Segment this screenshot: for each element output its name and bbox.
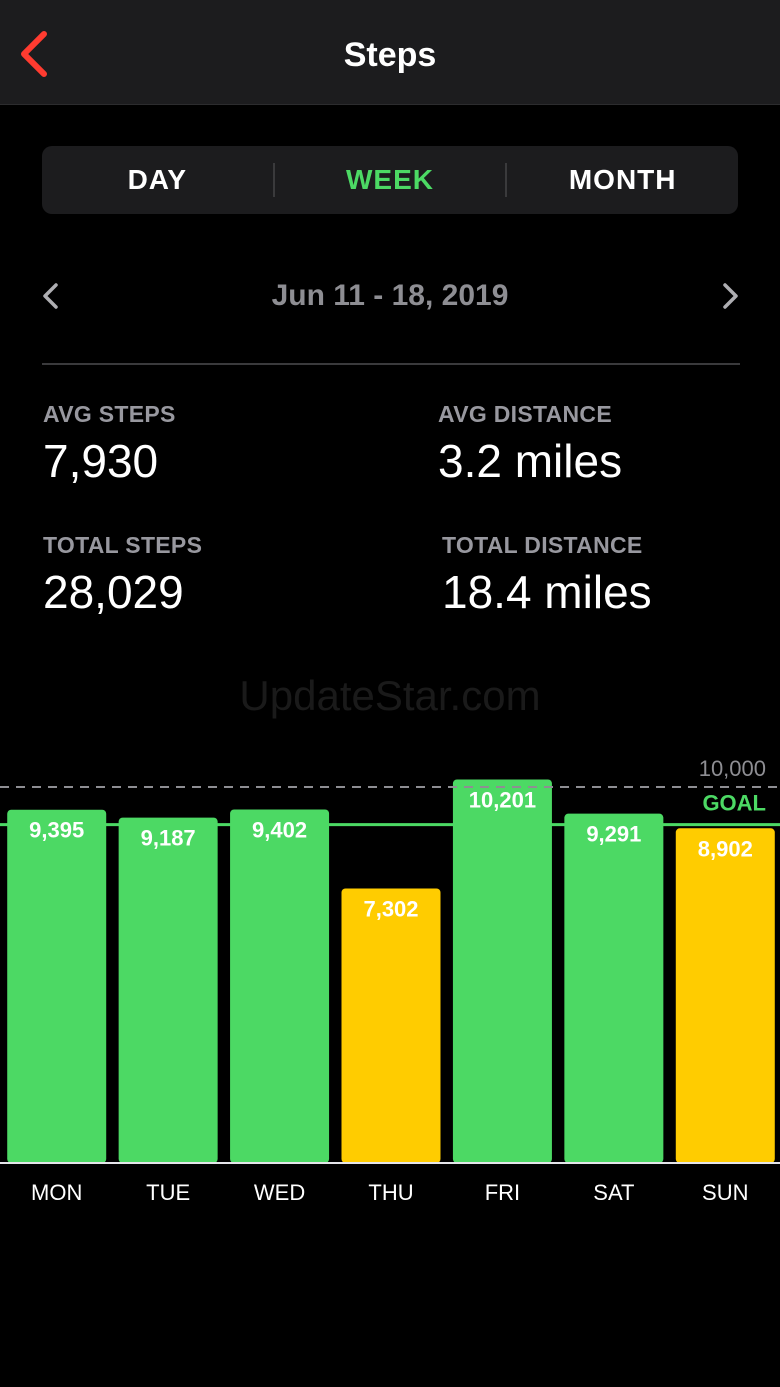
avg-distance-value: 3.2 miles [438,435,623,487]
total-distance-label: TOTAL DISTANCE [442,532,643,558]
day-label-tue: TUE [146,1180,190,1205]
date-range-label: Jun 11 - 18, 2019 [271,279,509,312]
day-label-fri: FRI [485,1180,520,1205]
bar-sun [675,828,775,1163]
bar-value-label: 10,201 [469,787,536,812]
period-segmented-control: DAY WEEK MONTH [42,146,738,214]
tab-month[interactable]: MONTH [568,164,677,195]
day-label-mon: MON [31,1180,82,1205]
divider [42,363,740,365]
bar-mon [7,809,107,1163]
bar-value-label: 9,402 [252,817,307,842]
chevron-left-icon [21,31,47,77]
day-label-sun: SUN [702,1180,748,1205]
day-label-sat: SAT [593,1180,634,1205]
total-steps-value: 28,029 [43,566,184,618]
bar-thu [341,888,441,1163]
avg-steps-value: 7,930 [43,435,159,487]
back-button[interactable] [14,26,64,82]
bar-sat [564,813,664,1163]
avg-distance-label: AVG DISTANCE [438,401,612,427]
bar-value-label: 9,291 [586,822,641,847]
day-label-wed: WED [254,1180,305,1205]
reference-line-label: 10,000 [699,756,766,781]
previous-week-button[interactable] [34,278,70,314]
nav-header: Steps [0,0,780,105]
bar-value-label: 7,302 [363,896,418,921]
tab-week[interactable]: WEEK [346,164,434,195]
bar-value-label: 8,902 [698,836,753,861]
avg-steps-label: AVG STEPS [43,401,176,427]
total-steps-stat: TOTAL STEPS 28,029 [43,532,202,619]
bar-value-label: 9,395 [29,818,84,843]
total-distance-value: 18.4 miles [442,566,652,618]
watermark-text: UpdateStar.com [239,672,541,719]
goal-line-label: GOAL [702,791,766,816]
segment-divider [505,163,508,197]
avg-distance-stat: AVG DISTANCE 3.2 miles [438,401,622,488]
segment-divider [272,163,275,197]
bar-fri [452,779,552,1163]
chevron-left-icon [43,283,58,309]
date-navigator: Jun 11 - 18, 2019 [0,270,780,322]
total-distance-stat: TOTAL DISTANCE 18.4 miles [442,532,652,619]
avg-steps-stat: AVG STEPS 7,930 [43,401,176,488]
bar-tue [118,817,218,1163]
chevron-right-icon [723,283,738,309]
day-label-thu: THU [368,1180,413,1205]
bar-value-label: 9,187 [141,826,196,851]
weekly-steps-chart: 10,000 GOAL 9,395 9,187 9,402 7,302 10,201 9,29… [0,756,780,1205]
bar-wed [230,809,330,1163]
page-title: Steps [343,36,437,74]
next-week-button[interactable] [712,278,748,314]
total-steps-label: TOTAL STEPS [43,532,203,558]
tab-day[interactable]: DAY [127,164,188,195]
